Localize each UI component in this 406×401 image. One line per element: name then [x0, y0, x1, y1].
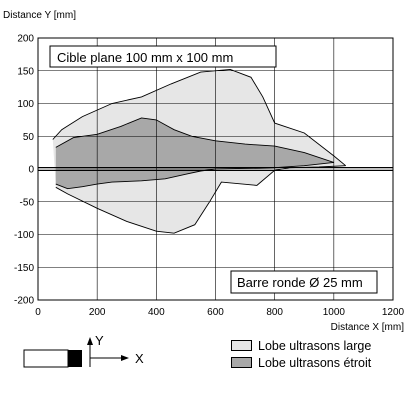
annotation-bottom-box	[230, 270, 378, 294]
plot-frame	[37, 37, 394, 301]
x-tick-label: 1200	[382, 307, 405, 318]
y-axis-label: Distance Y [mm]	[3, 10, 76, 21]
x-tick-label: 600	[207, 307, 224, 318]
annotation-bottom: Barre ronde Ø 25 mm	[237, 275, 363, 290]
sensor-head-icon	[68, 350, 82, 367]
legend-item-narrow: Lobe ultrasons étroit	[231, 354, 371, 371]
axis-diagram-x-label: X	[135, 351, 144, 366]
x-tick-label: 400	[148, 307, 165, 318]
annotation-top: Cible plane 100 mm x 100 mm	[57, 50, 233, 65]
legend-swatch-wide	[231, 340, 252, 351]
y-tick-label: 150	[17, 66, 34, 77]
plot-area	[37, 37, 394, 301]
y-tick-label: -100	[14, 230, 34, 241]
y-tick-label: -150	[14, 263, 34, 274]
x-tick-label: 1000	[323, 307, 346, 318]
axis-diagram-y-label: Y	[95, 333, 104, 348]
x-tick-label: 200	[89, 307, 106, 318]
y-tick-label: 200	[17, 34, 34, 45]
x-tick-labels: 0 200 400 600 800 1000 1200	[35, 307, 404, 318]
y-tick-label: -50	[20, 197, 35, 208]
axis-diagram: Y X	[23, 333, 144, 368]
series-lower-outline-0	[55, 165, 346, 234]
legend-label-wide: Lobe ultrasons large	[258, 338, 372, 353]
x-tick-label: 800	[266, 307, 283, 318]
annotation-top-box	[49, 45, 277, 68]
legend: Lobe ultrasons large Lobe ultrasons étro…	[231, 337, 371, 371]
y-tick-label: 0	[28, 165, 34, 176]
legend-swatch-narrow	[231, 357, 252, 368]
sensor-body-icon	[23, 349, 69, 368]
x-arrow-icon	[121, 355, 129, 361]
x-tick-label: 0	[35, 307, 41, 318]
y-tick-label: 50	[23, 132, 35, 143]
x-axis-label: Distance X [mm]	[331, 322, 405, 333]
legend-label-narrow: Lobe ultrasons étroit	[258, 355, 372, 370]
y-arrow-icon	[87, 337, 93, 345]
y-tick-label: -200	[14, 296, 34, 307]
legend-item-wide: Lobe ultrasons large	[231, 337, 371, 354]
y-tick-labels: 200 150 100 50 0 -50 -100 -150 -200	[14, 34, 34, 307]
y-tick-label: 100	[17, 99, 34, 110]
